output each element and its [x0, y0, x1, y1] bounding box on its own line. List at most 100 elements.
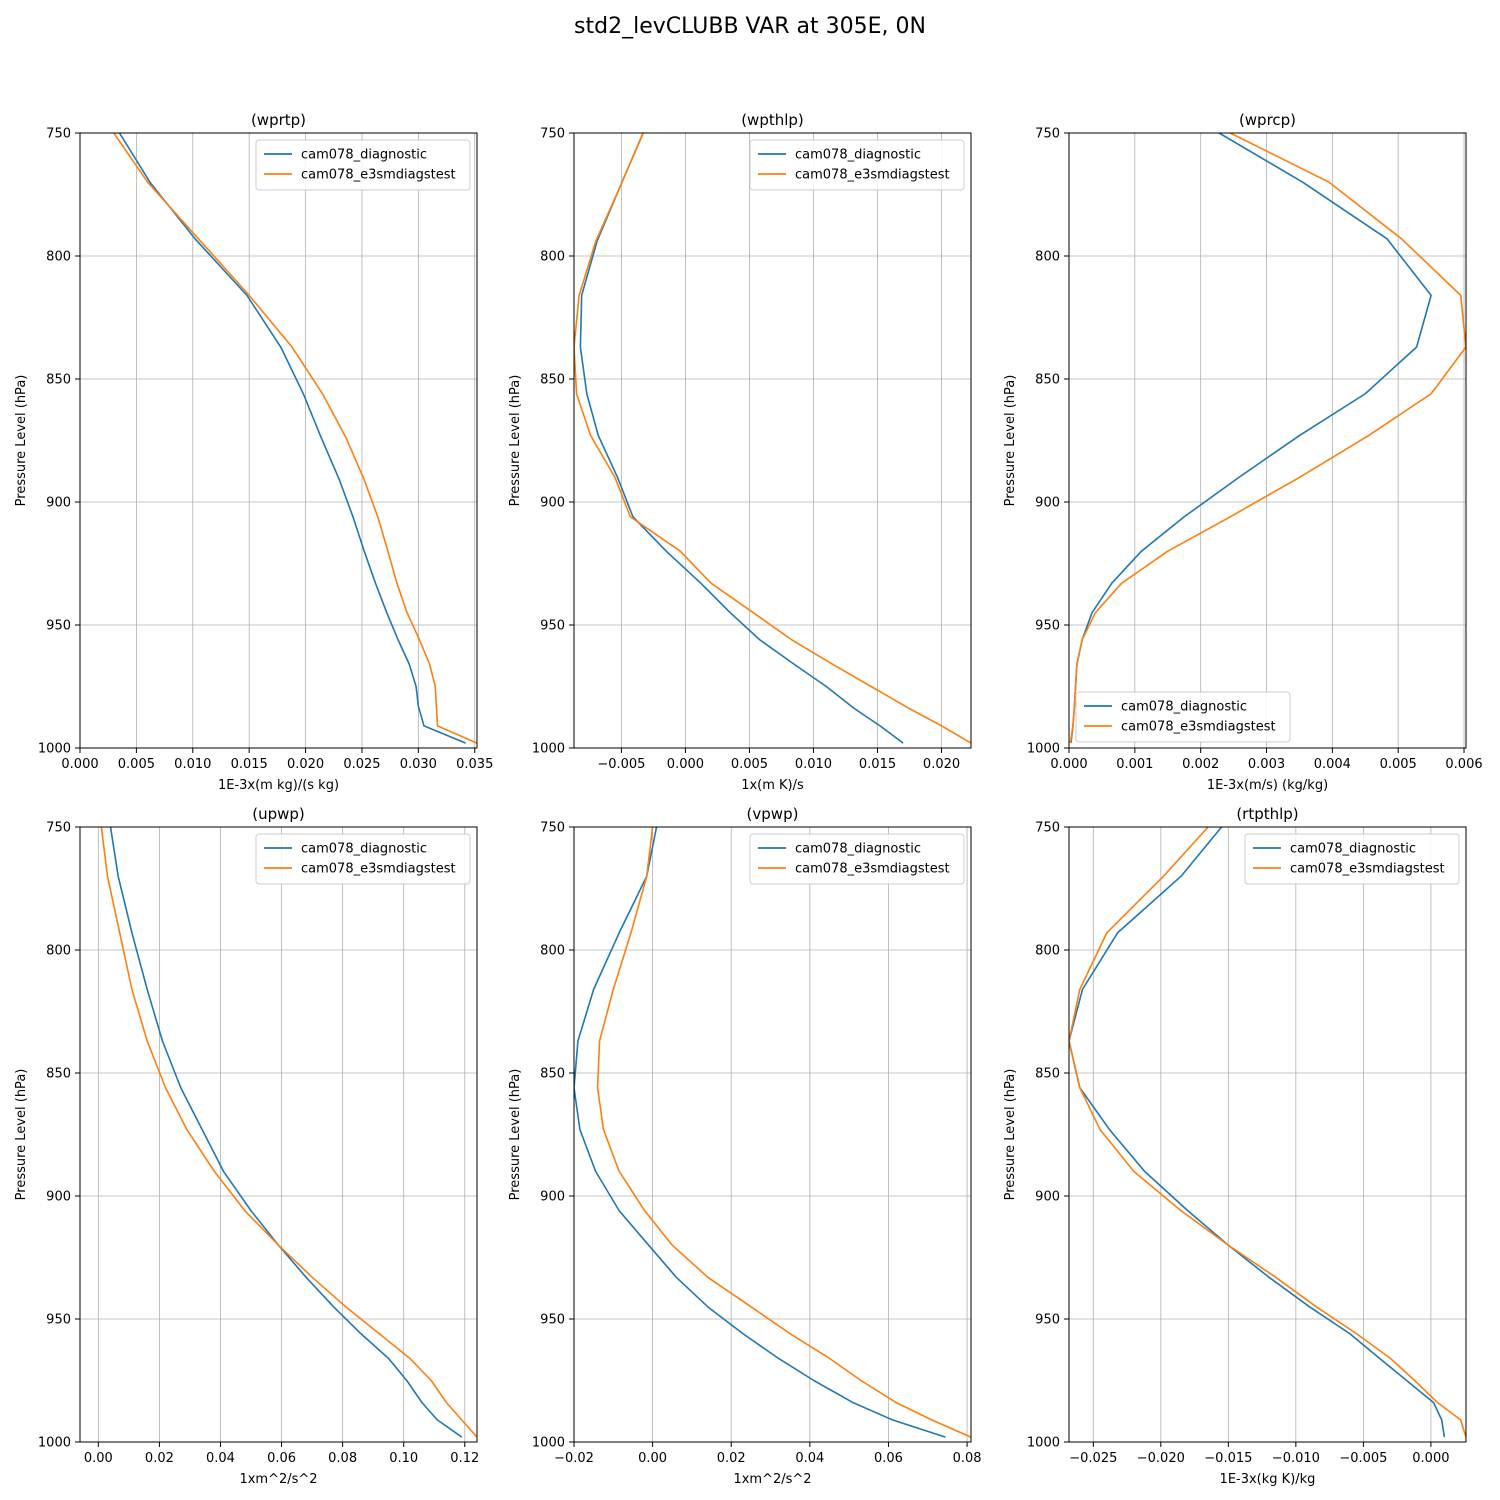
y-tick-label: 800 — [46, 250, 71, 265]
y-tick-label: 850 — [1035, 373, 1060, 388]
legend-entry: cam078_e3smdiagstest — [301, 168, 456, 183]
y-tick-label: 950 — [46, 1313, 71, 1328]
y-axis-label: Pressure Level (hPa) — [1003, 375, 1018, 507]
legend: cam078_diagnostic cam078_e3smdiagstest — [749, 833, 965, 885]
legend: cam078_diagnostic cam078_e3smdiagstest — [1075, 691, 1291, 743]
x-tick-label: 0.010 — [795, 757, 832, 772]
legend: cam078_diagnostic cam078_e3smdiagstest — [255, 833, 471, 885]
figure-title: std2_levCLUBB VAR at 305E, 0N — [574, 14, 926, 39]
x-tick-label: 0.020 — [287, 757, 324, 772]
y-tick-label: 900 — [1035, 496, 1060, 511]
series-line-cam078_e3smdiagstest — [574, 133, 971, 744]
y-tick-label: 950 — [46, 619, 71, 634]
x-tick-label: −0.020 — [1137, 1451, 1185, 1466]
x-tick-label: 0.04 — [795, 1451, 824, 1466]
x-tick-label: 0.001 — [1116, 757, 1153, 772]
x-tick-label: 0.000 — [61, 757, 98, 772]
series-line-cam078_diagnostic — [118, 133, 467, 744]
y-tick-label: 750 — [540, 127, 565, 142]
y-tick-label: 900 — [540, 496, 565, 511]
x-tick-label: 0.08 — [328, 1451, 357, 1466]
panel-title: (wprcp) — [1239, 111, 1296, 129]
y-tick-label: 800 — [540, 944, 565, 959]
legend-box — [255, 833, 471, 885]
y-tick-label: 750 — [46, 127, 71, 142]
chart-panel-6: −0.025 −0.020 −0.015 −0.010 −0.005 0.000 750 80… — [1003, 805, 1467, 1487]
x-tick-label: 0.08 — [953, 1451, 982, 1466]
panel-title: (rtpthlp) — [1236, 805, 1298, 823]
x-tick-label: 0.10 — [389, 1451, 418, 1466]
legend-entry: cam078_diagnostic — [795, 148, 921, 163]
legend-box — [1244, 833, 1460, 885]
x-tick-label: 0.005 — [118, 757, 155, 772]
x-tick-label: −0.005 — [597, 757, 645, 772]
series-line-cam078_e3smdiagstest — [100, 827, 477, 1438]
panel-title: (wpthlp) — [741, 111, 804, 129]
legend-box — [255, 139, 471, 191]
x-tick-label: 0.00 — [84, 1451, 113, 1466]
y-tick-label: 900 — [46, 1190, 71, 1205]
y-axis-label: Pressure Level (hPa) — [1003, 1069, 1018, 1201]
series-line-cam078_diagnostic — [109, 827, 463, 1438]
x-tick-label: 0.06 — [267, 1451, 296, 1466]
x-tick-label: 0.006 — [1445, 757, 1482, 772]
legend-box — [1075, 691, 1291, 743]
x-tick-label: 0.04 — [206, 1451, 235, 1466]
x-tick-label: 0.025 — [343, 757, 380, 772]
y-tick-label: 1000 — [38, 1436, 71, 1451]
chart-panel-1: 0.000 0.005 0.010 0.015 0.020 0.025 0.030 0.035… — [14, 111, 493, 793]
plot-area — [80, 133, 477, 748]
x-tick-label: 0.005 — [731, 757, 768, 772]
y-tick-label: 800 — [46, 944, 71, 959]
x-tick-label: 0.035 — [456, 757, 493, 772]
panel-title: (upwp) — [252, 805, 305, 823]
plot-area — [574, 827, 971, 1442]
x-tick-label: 0.010 — [174, 757, 211, 772]
y-tick-label: 1000 — [532, 1436, 565, 1451]
series-line-cam078_e3smdiagstest — [596, 827, 971, 1438]
y-tick-label: 850 — [46, 373, 71, 388]
legend: cam078_diagnostic cam078_e3smdiagstest — [1244, 833, 1460, 885]
series-line-cam078_e3smdiagstest — [1069, 827, 1466, 1438]
y-tick-label: 750 — [1035, 127, 1060, 142]
y-tick-label: 950 — [1035, 1313, 1060, 1328]
x-tick-label: 0.015 — [859, 757, 896, 772]
x-tick-label: 0.005 — [1380, 757, 1417, 772]
axes-frame — [573, 826, 972, 1443]
x-axis-label: 1x(m K)/s — [741, 778, 804, 793]
axes-frame — [79, 826, 478, 1443]
series-line-cam078_e3smdiagstest — [113, 133, 477, 744]
legend-entry: cam078_e3smdiagstest — [1290, 862, 1445, 877]
legend-entry: cam078_e3smdiagstest — [1121, 720, 1276, 735]
y-tick-label: 950 — [1035, 619, 1060, 634]
legend-entry: cam078_e3smdiagstest — [795, 168, 950, 183]
y-tick-label: 950 — [540, 619, 565, 634]
x-axis-label: 1xm^2/s^2 — [733, 1472, 811, 1487]
x-tick-label: 0.000 — [1050, 757, 1087, 772]
y-tick-label: 750 — [46, 821, 71, 836]
chart-panel-3: 0.000 0.001 0.002 0.003 0.004 0.005 0.006 750 80… — [1003, 111, 1483, 793]
legend-entry: cam078_e3smdiagstest — [795, 862, 950, 877]
x-tick-label: −0.005 — [1339, 1451, 1387, 1466]
axes-frame — [1068, 826, 1467, 1443]
y-tick-label: 900 — [540, 1190, 565, 1205]
y-tick-label: 850 — [46, 1067, 71, 1082]
chart-panel-4: 0.00 0.02 0.04 0.06 0.08 0.10 0.12 750 800 850 900… — [14, 805, 479, 1487]
panel-title: (vpwp) — [747, 805, 799, 823]
chart-panel-2: −0.005 0.000 0.005 0.010 0.015 0.020 750 800 850… — [508, 111, 972, 793]
x-tick-label: −0.010 — [1272, 1451, 1320, 1466]
x-tick-label: 0.002 — [1182, 757, 1219, 772]
legend-box — [749, 139, 965, 191]
plot-area — [80, 827, 477, 1442]
x-axis-label: 1E-3x(m/s) (kg/kg) — [1207, 778, 1328, 793]
y-tick-label: 800 — [1035, 944, 1060, 959]
x-tick-label: 0.12 — [450, 1451, 479, 1466]
legend-entry: cam078_diagnostic — [1290, 842, 1416, 857]
x-tick-label: 0.02 — [145, 1451, 174, 1466]
y-tick-label: 900 — [1035, 1190, 1060, 1205]
x-tick-label: 0.000 — [667, 757, 704, 772]
legend-entry: cam078_diagnostic — [301, 148, 427, 163]
y-tick-label: 750 — [540, 821, 565, 836]
panel-title: (wprtp) — [251, 111, 306, 129]
